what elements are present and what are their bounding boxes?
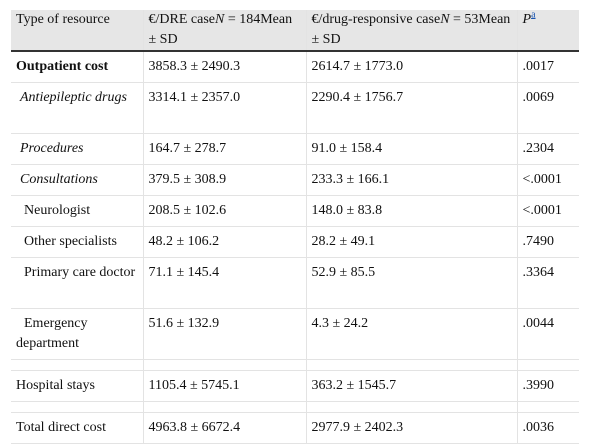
cell-dre: 1105.4 ± 5745.1 <box>142 370 306 402</box>
header-responsive-n: N <box>440 12 450 27</box>
cell-responsive: 148.0 ± 83.8 <box>305 195 517 227</box>
cell-p: <.0001 <box>516 195 579 227</box>
header-dre-post: = 184Mean ± SD <box>148 12 293 47</box>
header-responsive-pre: €/drug-responsive case <box>311 12 441 27</box>
cell-responsive: 2977.9 ± 2402.3 <box>305 412 517 444</box>
cell-resource: Total direct cost <box>11 412 143 444</box>
cell-dre: 3314.1 ± 2357.0 <box>142 82 306 134</box>
table-row-outpatient-cost: Outpatient cost 3858.3 ± 2490.3 2614.7 ±… <box>11 51 579 83</box>
table-row-hospital-stays: Hospital stays 1105.4 ± 5745.1 363.2 ± 1… <box>11 370 579 402</box>
table-container: Type of resource €/DRE caseN = 184Mean ±… <box>11 10 579 444</box>
cell-dre: 4963.8 ± 6672.4 <box>142 412 306 444</box>
table-row-other-specialists: Other specialists 48.2 ± 106.2 28.2 ± 49… <box>11 226 579 258</box>
table-header: Type of resource €/DRE caseN = 184Mean ±… <box>11 9 579 52</box>
table-row-total-direct-cost: Total direct cost 4963.8 ± 6672.4 2977.9… <box>11 412 579 444</box>
header-dre-case: €/DRE caseN = 184Mean ± SD <box>142 10 306 52</box>
cell-resource: Procedures <box>11 133 143 165</box>
header-type-of-resource-text: Type of resource <box>16 12 110 27</box>
table-row-neurologist: Neurologist 208.5 ± 102.6 148.0 ± 83.8 <… <box>11 195 579 227</box>
cell-p: .3990 <box>516 370 579 402</box>
cell-responsive: 4.3 ± 24.2 <box>305 308 517 360</box>
cell-dre: 3858.3 ± 2490.3 <box>142 51 306 83</box>
header-p-value: Pa <box>516 9 579 52</box>
cell-responsive: 2614.7 ± 1773.0 <box>305 51 517 83</box>
cell-resource: Outpatient cost <box>11 51 143 83</box>
table-row-consultations: Consultations 379.5 ± 308.9 233.3 ± 166.… <box>11 164 579 196</box>
cell-responsive: 2290.4 ± 1756.7 <box>305 82 517 134</box>
cell-resource: Neurologist <box>11 195 143 227</box>
cell-resource: Other specialists <box>11 226 143 258</box>
cell-responsive: 91.0 ± 158.4 <box>305 133 517 165</box>
cell-p: .7490 <box>516 226 579 258</box>
table-spacer-row <box>11 401 579 413</box>
table-row-primary-care-doctor: Primary care doctor 71.1 ± 145.4 52.9 ± … <box>11 257 579 309</box>
table-spacer-row <box>11 359 579 371</box>
cost-table: Type of resource €/DRE caseN = 184Mean ±… <box>11 10 579 444</box>
cell-p: <.0001 <box>516 164 579 196</box>
header-drug-responsive-case: €/drug-responsive caseN = 53Mean ± SD <box>305 10 517 52</box>
cell-dre: 51.6 ± 132.9 <box>142 308 306 360</box>
header-type-of-resource: Type of resource <box>11 10 143 52</box>
header-responsive-post: = 53Mean ± SD <box>311 12 511 47</box>
table-row-antiepileptic-drugs: Antiepileptic drugs 3314.1 ± 2357.0 2290… <box>11 82 579 134</box>
cell-dre: 208.5 ± 102.6 <box>142 195 306 227</box>
cell-p: .3364 <box>516 257 579 309</box>
cell-dre: 71.1 ± 145.4 <box>142 257 306 309</box>
cell-p: .0044 <box>516 308 579 360</box>
header-p-text: P <box>522 12 532 27</box>
cell-resource: Antiepileptic drugs <box>11 82 143 134</box>
header-row: Type of resource €/DRE caseN = 184Mean ±… <box>11 9 579 52</box>
cell-dre: 164.7 ± 278.7 <box>142 133 306 165</box>
table-row-procedures: Procedures 164.7 ± 278.7 91.0 ± 158.4 .2… <box>11 133 579 165</box>
cell-dre: 379.5 ± 308.9 <box>142 164 306 196</box>
cell-p: .0017 <box>516 51 579 83</box>
cell-resource-text: Emergency department <box>16 316 88 351</box>
header-dre-pre: €/DRE case <box>148 12 215 27</box>
cell-resource: Primary care doctor <box>11 257 143 309</box>
cell-p: .0036 <box>516 412 579 444</box>
footnote-a-link[interactable]: a <box>531 9 536 21</box>
cell-resource-text: Primary care doctor <box>24 265 136 280</box>
cell-dre: 48.2 ± 106.2 <box>142 226 306 258</box>
cell-responsive: 52.9 ± 85.5 <box>305 257 517 309</box>
header-dre-n: N <box>214 12 225 27</box>
table-body: Outpatient cost 3858.3 ± 2490.3 2614.7 ±… <box>11 51 579 444</box>
cell-resource: Hospital stays <box>11 370 143 402</box>
cell-responsive: 28.2 ± 49.1 <box>305 226 517 258</box>
cell-resource: Emergency department <box>11 308 143 360</box>
cell-responsive: 363.2 ± 1545.7 <box>305 370 517 402</box>
cell-responsive: 233.3 ± 166.1 <box>305 164 517 196</box>
table-row-emergency-department: Emergency department 51.6 ± 132.9 4.3 ± … <box>11 308 579 360</box>
cell-resource: Consultations <box>11 164 143 196</box>
cell-p: .2304 <box>516 133 579 165</box>
cell-p: .0069 <box>516 82 579 134</box>
